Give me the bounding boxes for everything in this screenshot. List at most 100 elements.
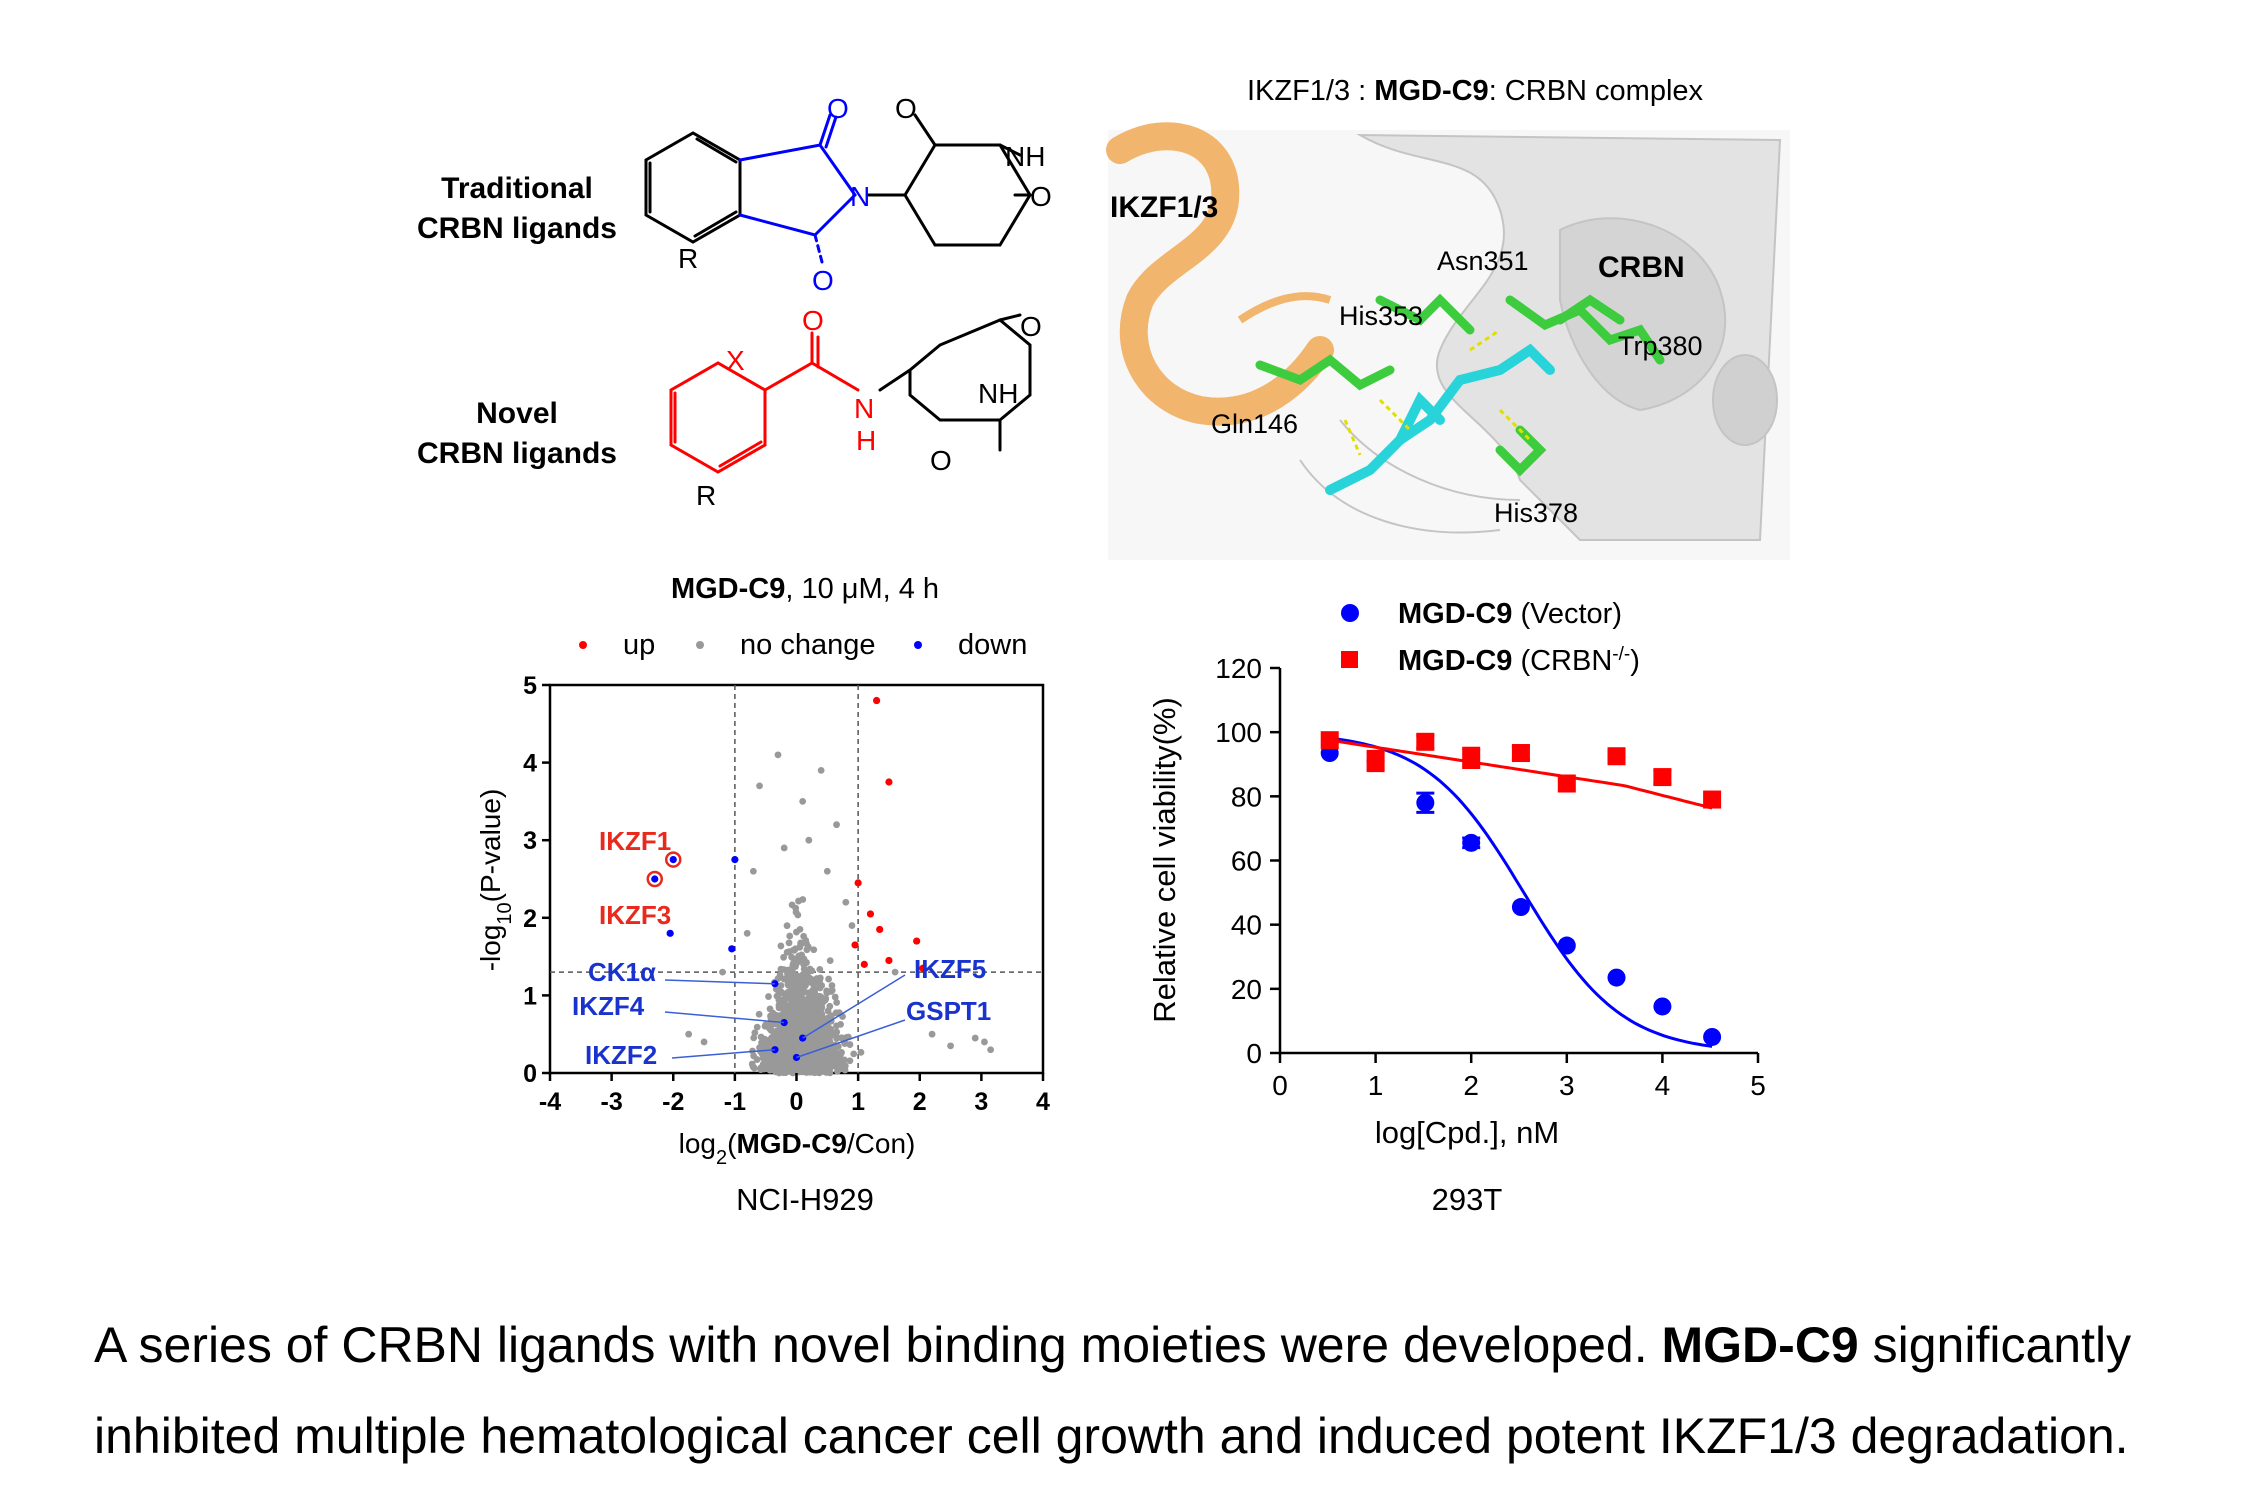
novel-label-1: Novel [476,397,558,430]
grey-point [774,1051,782,1059]
grey-point [743,929,751,937]
crbn-ko-fit-curve [1329,738,1713,810]
grey-point [846,1057,854,1065]
grey-point [795,952,803,960]
grey-point [789,985,797,993]
grey-point [750,1034,758,1042]
grey-point [811,977,819,985]
grey-point [787,976,795,984]
grey-point [801,975,808,982]
annotation-ikzf4: IKZF4 [572,991,645,1021]
grey-point [806,990,814,998]
grey-point [833,821,840,829]
caption-line1-bold: MGD-C9 [1661,1317,1859,1373]
grey-point [789,1010,796,1018]
dose-response-plot: MGD-C9 (Vector) MGD-C9 (CRBN-/-) 0 1 2 3 4 5 0 2… [1147,598,1766,1217]
atom-o-black-3: O [1020,311,1042,342]
annotation-ikzf2: IKZF2 [585,1040,657,1070]
traditional-label-1: Traditional [441,172,593,205]
structure-panel: IKZF1/3 : MGD-C9: CRBN complex [1106,75,1790,560]
y-tick-label-3: 3 [523,827,537,855]
grey-point [789,946,797,954]
grey-point [801,1057,809,1065]
grey-point [823,989,831,997]
grey-point [786,932,794,940]
up-point [885,956,893,965]
up-point [876,925,884,934]
grey-point [685,1030,693,1038]
y-tick-label-0: 0 [523,1060,537,1088]
grey-point [762,1042,770,1050]
vector-point [1557,936,1576,955]
grey-point [788,1047,795,1055]
dose-curves [1329,736,1713,1048]
figure-caption: A series of CRBN ligands with novel bind… [94,1300,2174,1482]
grey-point [774,751,782,759]
traditional-benzene-ring [644,131,742,244]
grey-point [781,1043,789,1051]
vector-point [1607,968,1626,987]
down-point [666,929,674,937]
grey-point [796,925,804,933]
novel-ligand-structure [669,313,1032,474]
grey-point [838,1034,846,1042]
grey-point [774,975,782,983]
dose-legend: MGD-C9 (Vector) MGD-C9 (CRBN-/-) [1341,598,1640,677]
grey-point [780,953,787,961]
grey-point [823,867,831,875]
dose-x-tick-label-5: 5 [1750,1070,1766,1101]
grey-point [799,896,807,903]
caption-line2: inhibited multiple hematological cancer … [94,1408,2129,1464]
atom-o-blue-2: O [812,265,834,296]
y-tick-label-1: 1 [523,982,537,1010]
grey-point [834,1055,841,1063]
grey-point [759,1054,767,1062]
atom-nh-black-2: NH [978,378,1018,409]
grey-point [803,997,811,1005]
volcano-cell-line: NCI-H929 [736,1182,874,1217]
dose-x-tick-label-4: 4 [1655,1070,1671,1101]
crbn-ko-point [1366,752,1385,771]
grey-point [806,1022,814,1030]
grey-point [792,1037,800,1045]
y-tick-label-5: 5 [523,672,537,700]
x-tick-label-8: 4 [1036,1088,1050,1116]
grey-point [826,957,834,965]
grey-point [783,922,791,930]
dose-x-tick-label-3: 3 [1559,1070,1575,1101]
down-point [669,856,677,864]
dose-y-tick-label-1: 20 [1231,974,1262,1005]
y-tick-label-4: 4 [523,750,537,778]
vector-point [1416,793,1435,812]
dose-x-tick-label-1: 1 [1368,1070,1384,1101]
atom-h-red: H [856,425,876,456]
dose-y-tick-label-4: 80 [1231,781,1262,812]
grey-point [833,1022,840,1030]
grey-point [827,1060,835,1068]
dose-y-tick-label-6: 120 [1215,653,1262,684]
atom-nh-black-1: NH [1005,141,1045,172]
grey-point [823,1069,830,1076]
grey-point [799,1045,807,1052]
legend-dot-1 [696,641,704,649]
legend-label-0: up [623,629,655,661]
grey-point [749,867,757,875]
grey-point [784,988,792,996]
grey-point [796,979,804,987]
grey-point [788,965,796,972]
up-point [854,879,862,887]
volcano-title: MGD-C9, 10 μM, 4 h [671,573,939,605]
grey-point [805,836,813,844]
down-point [731,856,739,864]
x-tick-label-3: -1 [724,1088,746,1116]
crbn-ko-point [1416,732,1435,751]
grey-point [828,982,836,989]
grey-point [794,994,802,1002]
grey-point [777,942,785,950]
grey-point [837,1064,845,1072]
grey-point [850,1050,858,1058]
crbn-ko-point [1557,774,1576,793]
grey-point [781,1068,789,1076]
x-tick-label-4: 0 [790,1088,804,1116]
grey-point [780,975,788,983]
